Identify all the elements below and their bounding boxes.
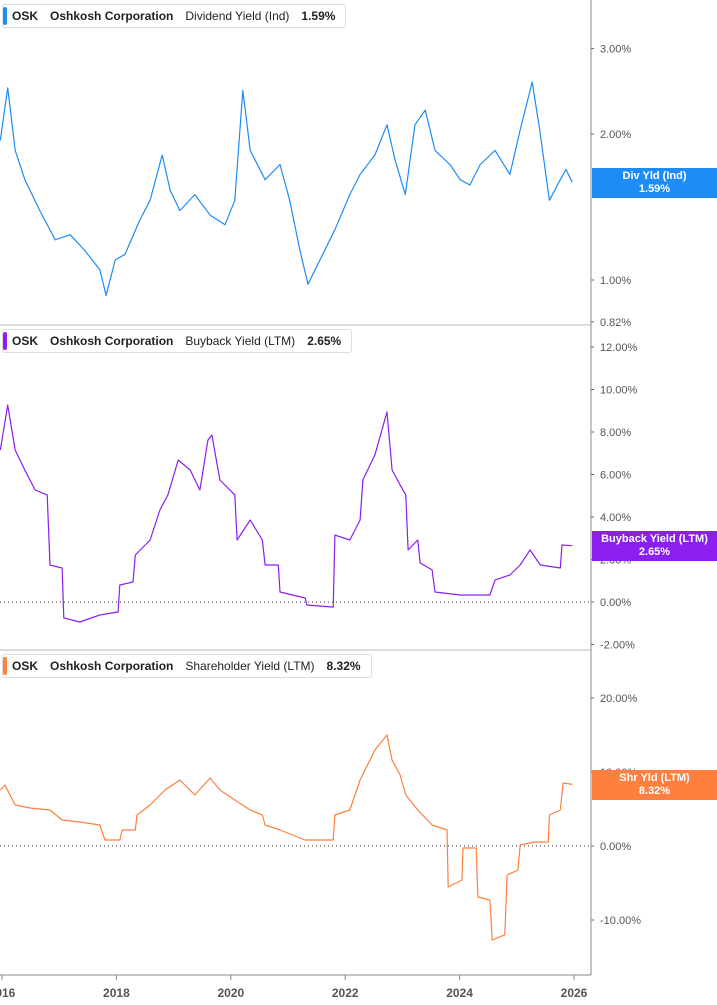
- series-color-marker: [3, 657, 7, 675]
- tag-value: 2.65%: [638, 546, 671, 558]
- last-value-tag-dividend: Div Yld (Ind) 1.59%: [592, 168, 717, 198]
- legend-value: 8.32%: [326, 659, 361, 673]
- y-tick-label: 2.00%: [600, 129, 631, 141]
- legend-ticker: OSK: [12, 9, 39, 23]
- y-tick-label: 10.00%: [600, 385, 638, 397]
- legend-company: Oshkosh Corporation: [50, 9, 174, 23]
- y-tick-label: -2.00%: [600, 640, 635, 652]
- y-tick-label: 6.00%: [600, 470, 631, 482]
- legend-metric: Dividend Yield (Ind): [185, 9, 290, 23]
- last-value-tag-buyback: Buyback Yield (LTM) 2.65%: [592, 531, 717, 561]
- legend-dividend-yield: OSK Oshkosh Corporation Dividend Yield (…: [2, 4, 347, 28]
- series-line-0: [0, 81, 573, 296]
- legend-value: 1.59%: [301, 9, 336, 23]
- y-tick-label: 0.82%: [600, 317, 631, 329]
- x-tick-label: 2016: [0, 986, 16, 1000]
- y-tick-label: 1.00%: [600, 275, 631, 287]
- y-tick-label: -10.00%: [600, 915, 641, 927]
- tag-label: Buyback Yield (LTM): [601, 533, 708, 545]
- series-color-marker: [3, 7, 7, 25]
- y-tick-label: 12.00%: [600, 342, 638, 354]
- x-tick-label: 2022: [332, 986, 359, 1000]
- tag-value: 1.59%: [638, 183, 671, 195]
- x-tick-label: 2020: [217, 986, 244, 1000]
- legend-company: Oshkosh Corporation: [50, 659, 174, 673]
- legend-company: Oshkosh Corporation: [50, 334, 174, 348]
- legend-buyback-yield: OSK Oshkosh Corporation Buyback Yield (L…: [2, 329, 353, 353]
- tag-value: 8.32%: [638, 785, 671, 797]
- y-tick-label: 4.00%: [600, 512, 631, 524]
- x-tick-label: 2026: [561, 986, 588, 1000]
- legend-ticker: OSK: [12, 659, 39, 673]
- legend-value: 2.65%: [307, 334, 342, 348]
- x-tick-label: 2024: [446, 986, 473, 1000]
- y-tick-label: 0.00%: [600, 841, 631, 853]
- legend-metric: Shareholder Yield (LTM): [185, 659, 315, 673]
- series-line-1: [0, 404, 573, 623]
- y-tick-label: 0.00%: [600, 597, 631, 609]
- x-tick-label: 2018: [103, 986, 130, 1000]
- tag-label: Div Yld (Ind): [622, 170, 687, 182]
- y-tick-label: 20.00%: [600, 693, 638, 705]
- legend-shareholder-yield: OSK Oshkosh Corporation Shareholder Yiel…: [2, 654, 372, 678]
- legend-metric: Buyback Yield (LTM): [185, 334, 296, 348]
- last-value-tag-shareholder: Shr Yld (LTM) 8.32%: [592, 770, 717, 800]
- tag-label: Shr Yld (LTM): [619, 772, 690, 784]
- series-line-2: [0, 734, 573, 941]
- y-tick-label: 3.00%: [600, 44, 631, 56]
- series-color-marker: [3, 332, 7, 350]
- legend-ticker: OSK: [12, 334, 39, 348]
- y-tick-label: 8.00%: [600, 427, 631, 439]
